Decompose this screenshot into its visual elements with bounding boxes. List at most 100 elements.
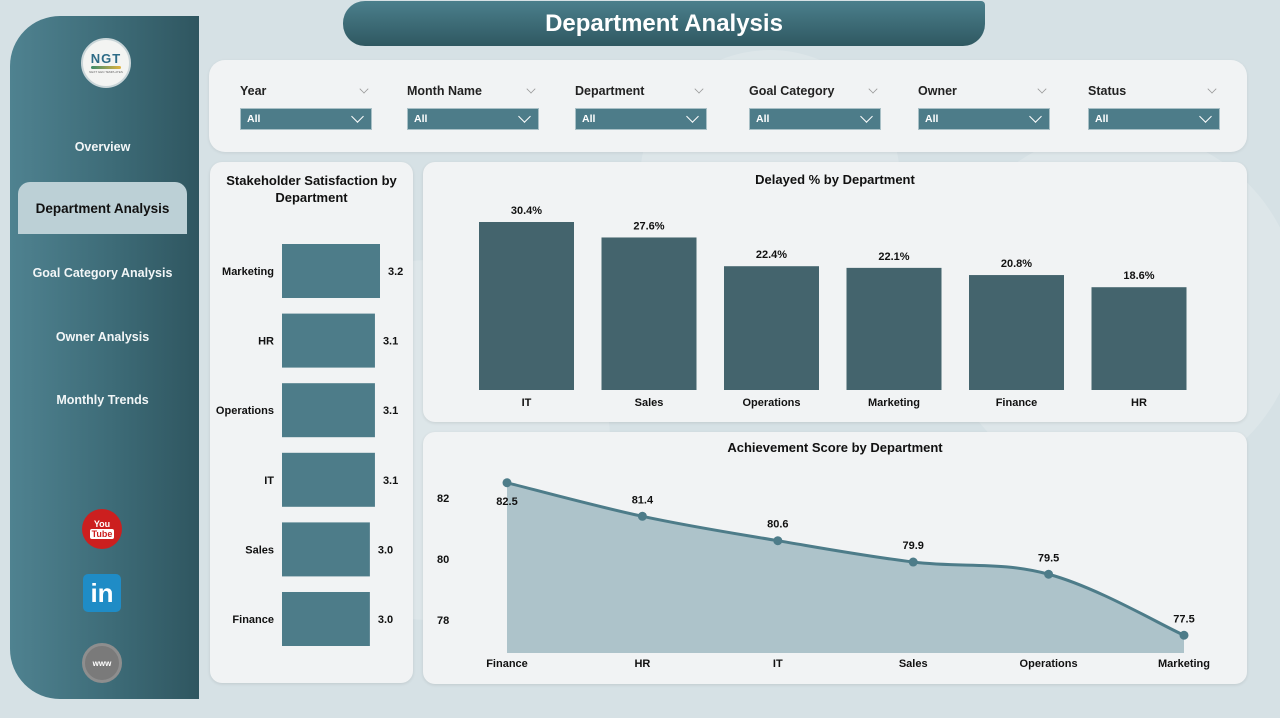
slicer-value: All bbox=[925, 113, 939, 125]
slicer-value: All bbox=[247, 113, 261, 125]
year-slicer: Year All bbox=[240, 82, 372, 130]
youtube-icon[interactable]: You Tube bbox=[82, 509, 122, 549]
y-tick-label: 82 bbox=[437, 493, 449, 505]
data-label: 79.5 bbox=[1038, 552, 1059, 564]
delayed-percent-chart: 30.4% IT 27.6% Sales 22.4% Operations 22.1% Mar… bbox=[479, 205, 1187, 409]
chevron-down-icon[interactable] bbox=[1037, 84, 1047, 94]
area-fill bbox=[507, 482, 1184, 653]
satisfaction-bar bbox=[282, 452, 375, 507]
delayed-bar bbox=[1091, 287, 1187, 390]
slicer-label: Year bbox=[240, 84, 267, 98]
slicer-label: Month Name bbox=[407, 84, 482, 98]
data-label: 27.6% bbox=[633, 220, 664, 232]
category-label: Operations bbox=[1020, 658, 1078, 670]
category-label: IT bbox=[773, 658, 783, 670]
category-label: Marketing bbox=[1158, 658, 1210, 670]
achievement-score-chart: 82 80 78 82.5 Finance 81.4 HR 80.6 IT 79.9 Sales 79… bbox=[437, 478, 1210, 670]
stakeholder-satisfaction-card: Stakeholder Satisfaction by Department M… bbox=[210, 162, 413, 683]
chart-title: Stakeholder Satisfaction by Department bbox=[226, 173, 397, 205]
goal-category-dropdown[interactable]: All bbox=[749, 108, 881, 130]
sidebar-item-label: Owner Analysis bbox=[55, 330, 150, 344]
youtube-label-top: You bbox=[93, 519, 111, 529]
data-label: 3.0 bbox=[378, 614, 393, 626]
data-label: 3.1 bbox=[383, 405, 398, 417]
slicer-label: Owner bbox=[918, 84, 957, 98]
data-label: 20.8% bbox=[1001, 258, 1032, 270]
linkedin-icon[interactable]: in bbox=[83, 574, 121, 612]
data-label: 3.2 bbox=[388, 266, 403, 278]
delayed-bar bbox=[846, 267, 942, 390]
sidebar-item-label: Monthly Trends bbox=[56, 393, 149, 407]
chevron-down-icon bbox=[686, 110, 699, 123]
data-label: 22.1% bbox=[878, 251, 909, 263]
delayed-bar bbox=[969, 275, 1064, 390]
chevron-down-icon[interactable] bbox=[526, 84, 536, 94]
data-label: 80.6 bbox=[767, 519, 788, 531]
category-label: Finance bbox=[486, 658, 528, 670]
category-label: IT bbox=[264, 475, 274, 487]
data-point bbox=[908, 557, 918, 567]
page-title-banner: Department Analysis bbox=[343, 1, 985, 46]
category-label: HR bbox=[1131, 397, 1147, 409]
category-label: HR bbox=[634, 658, 650, 670]
sidebar-item-monthly-trends[interactable]: Monthly Trends bbox=[18, 374, 187, 426]
filter-panel: Year All Month Name All Department All G… bbox=[209, 60, 1247, 152]
sidebar-item-department-analysis[interactable]: Department Analysis bbox=[18, 182, 187, 234]
month-name-dropdown[interactable]: All bbox=[407, 108, 539, 130]
status-dropdown[interactable]: All bbox=[1088, 108, 1220, 130]
chevron-down-icon[interactable] bbox=[694, 84, 704, 94]
stakeholder-satisfaction-chart: Marketing 3.2 HR 3.1 Operations 3.1 IT 3.1 Sales… bbox=[216, 244, 403, 646]
category-label: Sales bbox=[899, 658, 928, 670]
category-label: IT bbox=[522, 397, 532, 409]
category-label: Finance bbox=[232, 614, 274, 626]
slicer-value: All bbox=[1095, 113, 1109, 125]
chevron-down-icon bbox=[1029, 110, 1042, 123]
category-label: Marketing bbox=[868, 397, 920, 409]
slicer-label: Status bbox=[1088, 84, 1127, 98]
data-label: 30.4% bbox=[511, 205, 542, 217]
y-tick-label: 80 bbox=[437, 554, 449, 566]
sidebar-item-label: Overview bbox=[74, 140, 131, 154]
y-tick-label: 78 bbox=[437, 615, 449, 627]
satisfaction-bar bbox=[282, 313, 375, 368]
data-label: 18.6% bbox=[1123, 270, 1154, 282]
achievement-score-card: Achievement Score by Department 82 80 78 82… bbox=[423, 432, 1247, 684]
data-label: 3.1 bbox=[383, 336, 398, 348]
owner-dropdown[interactable]: All bbox=[918, 108, 1050, 130]
delayed-percent-card: Delayed % by Department 30.4% IT 27.6% Sale… bbox=[423, 162, 1247, 422]
sidebar-item-owner-analysis[interactable]: Owner Analysis bbox=[18, 311, 187, 363]
logo-swoosh bbox=[91, 66, 121, 69]
goal-category-slicer: Goal Category All bbox=[749, 82, 881, 130]
chevron-down-icon bbox=[1199, 110, 1212, 123]
chevron-down-icon[interactable] bbox=[1207, 84, 1217, 94]
data-label: 82.5 bbox=[496, 496, 517, 508]
data-point bbox=[1179, 630, 1189, 640]
department-dropdown[interactable]: All bbox=[575, 108, 707, 130]
satisfaction-bar bbox=[282, 244, 380, 298]
status-slicer: Status All bbox=[1088, 82, 1220, 130]
chart-title: Achievement Score by Department bbox=[727, 440, 943, 455]
category-label: Sales bbox=[245, 544, 274, 556]
delayed-bar bbox=[479, 222, 574, 390]
sidebar-item-goal-category-analysis[interactable]: Goal Category Analysis bbox=[18, 247, 187, 299]
year-dropdown[interactable]: All bbox=[240, 108, 372, 130]
category-label: Marketing bbox=[222, 266, 274, 278]
slicer-value: All bbox=[756, 113, 770, 125]
data-point bbox=[1044, 569, 1054, 579]
website-label: www bbox=[92, 658, 112, 668]
slicer-label: Goal Category bbox=[749, 84, 835, 98]
department-slicer: Department All bbox=[575, 82, 707, 130]
chart-title: Delayed % by Department bbox=[755, 172, 915, 187]
website-globe-icon[interactable]: www bbox=[82, 643, 122, 683]
category-label: Finance bbox=[996, 397, 1038, 409]
company-logo: NGT NEXT GEN TEMPLATES bbox=[81, 38, 131, 88]
category-label: Operations bbox=[216, 405, 274, 417]
chevron-down-icon[interactable] bbox=[868, 84, 878, 94]
data-label: 77.5 bbox=[1173, 613, 1194, 625]
category-label: HR bbox=[258, 336, 274, 348]
logo-subtext: NEXT GEN TEMPLATES bbox=[89, 70, 123, 74]
month-name-slicer: Month Name All bbox=[407, 82, 539, 130]
chevron-down-icon[interactable] bbox=[359, 84, 369, 94]
chevron-down-icon bbox=[860, 110, 873, 123]
sidebar-item-overview[interactable]: Overview bbox=[18, 121, 187, 173]
